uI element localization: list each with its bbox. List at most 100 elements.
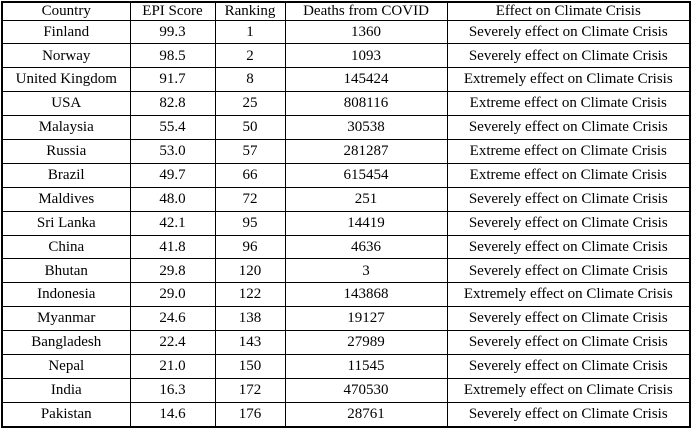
cell-ranking: 50 bbox=[214, 115, 286, 140]
cell-deaths_from_covid: 19127 bbox=[284, 306, 448, 332]
cell-deaths_from_covid: 145424 bbox=[284, 67, 448, 93]
cell-effect_on_climate_crisis: Severely effect on Climate Crisis bbox=[446, 19, 691, 45]
cell-country: Finland bbox=[1, 19, 131, 45]
cell-effect_on_climate_crisis: Severely effect on Climate Crisis bbox=[446, 43, 691, 69]
cell-epi_score: 42.1 bbox=[129, 210, 216, 236]
cell-epi_score: 41.8 bbox=[129, 234, 216, 260]
cell-deaths_from_covid: 14419 bbox=[284, 210, 448, 236]
cell-ranking: 176 bbox=[214, 401, 286, 428]
cell-ranking: 66 bbox=[214, 162, 286, 188]
cell-country: Brazil bbox=[1, 162, 131, 188]
cell-country: Norway bbox=[1, 43, 131, 69]
cell-ranking: 138 bbox=[214, 306, 286, 332]
cell-epi_score: 49.7 bbox=[129, 162, 216, 188]
cell-ranking: 95 bbox=[214, 210, 286, 236]
cell-effect_on_climate_crisis: Extremely effect on Climate Crisis bbox=[446, 67, 691, 93]
cell-deaths_from_covid: 281287 bbox=[284, 138, 448, 164]
cell-deaths_from_covid: 4636 bbox=[284, 234, 448, 260]
cell-epi_score: 99.3 bbox=[129, 19, 216, 45]
cell-deaths_from_covid: 808116 bbox=[284, 91, 448, 117]
cell-ranking: 2 bbox=[214, 43, 286, 69]
cell-country: United Kingdom bbox=[1, 67, 131, 93]
cell-ranking: 122 bbox=[214, 282, 286, 308]
cell-effect_on_climate_crisis: Severely effect on Climate Crisis bbox=[446, 186, 691, 212]
cell-epi_score: 24.6 bbox=[129, 306, 216, 332]
cell-country: Nepal bbox=[1, 353, 131, 379]
table-row: Nepal 21.0 150 11545 Severely effect on Clim… bbox=[1, 353, 691, 379]
cell-ranking: 8 bbox=[214, 67, 286, 93]
cell-epi_score: 53.0 bbox=[129, 138, 216, 164]
cell-country: Indonesia bbox=[1, 282, 131, 308]
cell-epi_score: 55.4 bbox=[129, 115, 216, 140]
cell-country: Maldives bbox=[1, 186, 131, 212]
column-header-effect_on_climate_crisis: Effect on Climate Crisis bbox=[446, 1, 691, 21]
cell-epi_score: 91.7 bbox=[129, 67, 216, 93]
cell-deaths_from_covid: 143868 bbox=[284, 282, 448, 308]
cell-epi_score: 82.8 bbox=[129, 91, 216, 117]
cell-epi_score: 22.4 bbox=[129, 330, 216, 355]
table-header-row: Country EPI Score Ranking Deaths from COVID… bbox=[1, 1, 691, 21]
table-row: Pakistan 14.6 176 28761 Severely effect on C… bbox=[1, 401, 691, 428]
cell-effect_on_climate_crisis: Severely effect on Climate Crisis bbox=[446, 353, 691, 379]
table-row: Norway 98.5 2 1093 Severely effect on Climat… bbox=[1, 43, 691, 69]
cell-effect_on_climate_crisis: Extreme effect on Climate Crisis bbox=[446, 162, 691, 188]
cell-country: Myanmar bbox=[1, 306, 131, 332]
cell-ranking: 150 bbox=[214, 353, 286, 379]
cell-epi_score: 98.5 bbox=[129, 43, 216, 69]
cell-country: Sri Lanka bbox=[1, 210, 131, 236]
cell-ranking: 143 bbox=[214, 330, 286, 355]
table-row: USA 82.8 25 808116 Extreme effect on Climate… bbox=[1, 91, 691, 117]
cell-ranking: 72 bbox=[214, 186, 286, 212]
cell-country: Pakistan bbox=[1, 401, 131, 428]
cell-country: Bhutan bbox=[1, 258, 131, 284]
cell-effect_on_climate_crisis: Extreme effect on Climate Crisis bbox=[446, 91, 691, 117]
cell-deaths_from_covid: 3 bbox=[284, 258, 448, 284]
cell-effect_on_climate_crisis: Extremely effect on Climate Crisis bbox=[446, 377, 691, 403]
cell-deaths_from_covid: 30538 bbox=[284, 115, 448, 140]
cell-country: USA bbox=[1, 91, 131, 117]
cell-effect_on_climate_crisis: Severely effect on Climate Crisis bbox=[446, 401, 691, 428]
cell-deaths_from_covid: 251 bbox=[284, 186, 448, 212]
column-header-country: Country bbox=[1, 1, 131, 21]
column-header-deaths_from_covid: Deaths from COVID bbox=[284, 1, 448, 21]
cell-ranking: 57 bbox=[214, 138, 286, 164]
cell-ranking: 1 bbox=[214, 19, 286, 45]
table-row: Bhutan 29.8 120 3 Severely effect on Climate… bbox=[1, 258, 691, 284]
column-header-ranking: Ranking bbox=[214, 1, 286, 21]
cell-effect_on_climate_crisis: Extreme effect on Climate Crisis bbox=[446, 138, 691, 164]
table-row: Bangladesh 22.4 143 27989 Severely effect on… bbox=[1, 330, 691, 355]
table-row: Maldives 48.0 72 251 Severely effect on Clim… bbox=[1, 186, 691, 212]
cell-epi_score: 21.0 bbox=[129, 353, 216, 379]
cell-country: Malaysia bbox=[1, 115, 131, 140]
table-row: China 41.8 96 4636 Severely effect on Climat… bbox=[1, 234, 691, 260]
cell-ranking: 25 bbox=[214, 91, 286, 117]
cell-epi_score: 29.0 bbox=[129, 282, 216, 308]
table-row: Indonesia 29.0 122 143868 Extremely effect o… bbox=[1, 282, 691, 308]
cell-deaths_from_covid: 615454 bbox=[284, 162, 448, 188]
cell-deaths_from_covid: 470530 bbox=[284, 377, 448, 403]
table-row: Myanmar 24.6 138 19127 Severely effect on Cl… bbox=[1, 306, 691, 332]
table-row: Finland 99.3 1 1360 Severely effect on Clima… bbox=[1, 19, 691, 45]
cell-effect_on_climate_crisis: Extremely effect on Climate Crisis bbox=[446, 282, 691, 308]
cell-deaths_from_covid: 27989 bbox=[284, 330, 448, 355]
cell-country: Russia bbox=[1, 138, 131, 164]
cell-epi_score: 14.6 bbox=[129, 401, 216, 428]
cell-effect_on_climate_crisis: Severely effect on Climate Crisis bbox=[446, 306, 691, 332]
cell-deaths_from_covid: 28761 bbox=[284, 401, 448, 428]
cell-epi_score: 29.8 bbox=[129, 258, 216, 284]
cell-effect_on_climate_crisis: Severely effect on Climate Crisis bbox=[446, 258, 691, 284]
cell-ranking: 172 bbox=[214, 377, 286, 403]
table-body: Finland 99.3 1 1360 Severely effect on Clima… bbox=[1, 19, 691, 428]
cell-country: Bangladesh bbox=[1, 330, 131, 355]
cell-epi_score: 16.3 bbox=[129, 377, 216, 403]
column-header-epi_score: EPI Score bbox=[129, 1, 216, 21]
cell-deaths_from_covid: 1360 bbox=[284, 19, 448, 45]
table-row: Brazil 49.7 66 615454 Extreme effect on Clim… bbox=[1, 162, 691, 188]
cell-ranking: 96 bbox=[214, 234, 286, 260]
cell-country: China bbox=[1, 234, 131, 260]
cell-deaths_from_covid: 1093 bbox=[284, 43, 448, 69]
cell-effect_on_climate_crisis: Severely effect on Climate Crisis bbox=[446, 115, 691, 140]
cell-effect_on_climate_crisis: Severely effect on Climate Crisis bbox=[446, 330, 691, 355]
table-row: Sri Lanka 42.1 95 14419 Severely effect on C… bbox=[1, 210, 691, 236]
